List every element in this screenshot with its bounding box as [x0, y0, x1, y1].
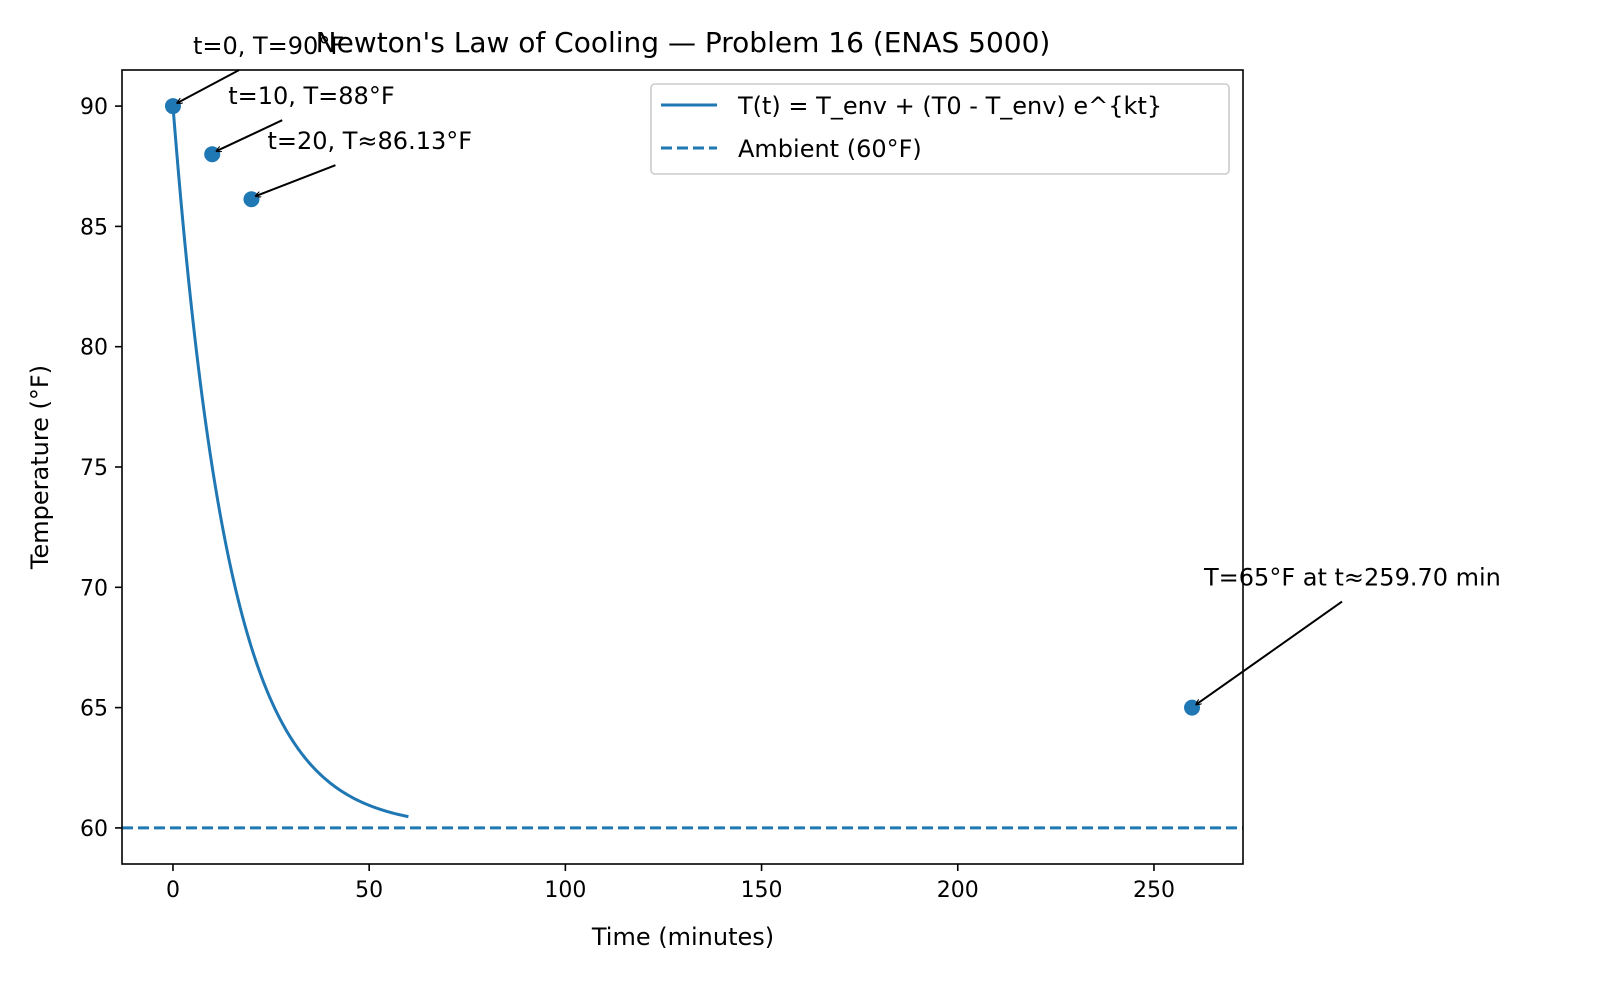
plot-content — [122, 98, 1243, 830]
axis-ticks: 0 50 100 150 200 250 60 65 70 75 80 85 90 — [80, 95, 1175, 903]
y-tick-label-4: 80 — [80, 336, 108, 361]
cooling-curve-line — [171, 105, 409, 819]
x-axis-label: Time (minutes) — [591, 923, 774, 951]
x-tick-label-2: 100 — [544, 878, 586, 903]
x-tick-label-5: 250 — [1133, 878, 1175, 903]
x-tick-label-3: 150 — [741, 878, 783, 903]
x-tick-label-4: 200 — [937, 878, 979, 903]
chart-title: Newton's Law of Cooling — Problem 16 (EN… — [316, 26, 1051, 59]
y-tick-label-3: 75 — [80, 456, 108, 481]
data-point-1 — [204, 146, 221, 163]
annotation-label-2: t=20, T≈86.13°F — [267, 127, 472, 155]
annotation-label-0: t=0, T=90°F — [193, 32, 344, 60]
x-tick-label-1: 50 — [355, 878, 383, 903]
data-point-3 — [1184, 699, 1201, 716]
legend-label-ambient: Ambient (60°F) — [738, 135, 922, 163]
x-tick-label-0: 0 — [166, 878, 180, 903]
data-point-0 — [164, 98, 181, 115]
annotations: t=0, T=90°F t=10, T=88°F t=20, T≈86.13°F T=… — [177, 32, 1501, 705]
y-axis-label: Temperature (°F) — [26, 365, 54, 570]
y-tick-label-2: 70 — [80, 576, 108, 601]
annotation-arrow-1 — [216, 119, 283, 151]
legend-frame — [650, 83, 1230, 175]
y-tick-label-5: 85 — [80, 215, 108, 240]
legend: T(t) = T_env + (T0 - T_env) e^{kt} Ambie… — [650, 83, 1230, 175]
annotation-label-1: t=10, T=88°F — [228, 82, 394, 110]
legend-label-curve: T(t) = T_env + (T0 - T_env) e^{kt} — [737, 92, 1162, 120]
annotation-arrow-0 — [177, 69, 240, 104]
y-tick-label-0: 60 — [80, 817, 108, 842]
y-tick-label-1: 65 — [80, 697, 108, 722]
annotation-arrow-2 — [255, 164, 336, 196]
y-tick-label-6: 90 — [80, 95, 108, 120]
data-point-2 — [243, 191, 260, 208]
annotation-label-3: T=65°F at t≈259.70 min — [1203, 564, 1501, 592]
annotation-arrow-3 — [1196, 600, 1343, 705]
